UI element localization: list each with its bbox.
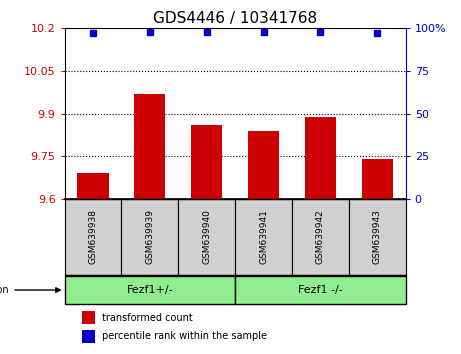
Text: percentile rank within the sample: percentile rank within the sample bbox=[102, 331, 267, 342]
Bar bbox=[82, 330, 95, 343]
Text: transformed count: transformed count bbox=[102, 313, 193, 323]
Text: GSM639939: GSM639939 bbox=[145, 210, 154, 264]
Bar bbox=[65, 276, 235, 304]
Bar bbox=[178, 199, 235, 275]
Bar bbox=[235, 199, 292, 275]
Bar bbox=[361, 159, 393, 199]
Bar bbox=[65, 199, 121, 275]
Text: Fezf1 -/-: Fezf1 -/- bbox=[298, 285, 343, 295]
Bar bbox=[248, 131, 279, 199]
Text: GSM639941: GSM639941 bbox=[259, 210, 268, 264]
Text: genotype/variation: genotype/variation bbox=[0, 285, 60, 295]
Bar bbox=[82, 312, 95, 324]
Text: GSM639943: GSM639943 bbox=[373, 210, 382, 264]
Text: GSM639940: GSM639940 bbox=[202, 210, 211, 264]
Bar bbox=[121, 199, 178, 275]
Text: Fezf1+/-: Fezf1+/- bbox=[126, 285, 173, 295]
Bar bbox=[292, 199, 349, 275]
Bar bbox=[305, 116, 336, 199]
Bar bbox=[349, 199, 406, 275]
Text: GSM639942: GSM639942 bbox=[316, 210, 325, 264]
Bar bbox=[191, 125, 222, 199]
Bar bbox=[235, 276, 406, 304]
Bar bbox=[77, 173, 109, 199]
Bar bbox=[134, 94, 165, 199]
Text: GSM639938: GSM639938 bbox=[89, 210, 97, 264]
Title: GDS4446 / 10341768: GDS4446 / 10341768 bbox=[153, 11, 317, 26]
